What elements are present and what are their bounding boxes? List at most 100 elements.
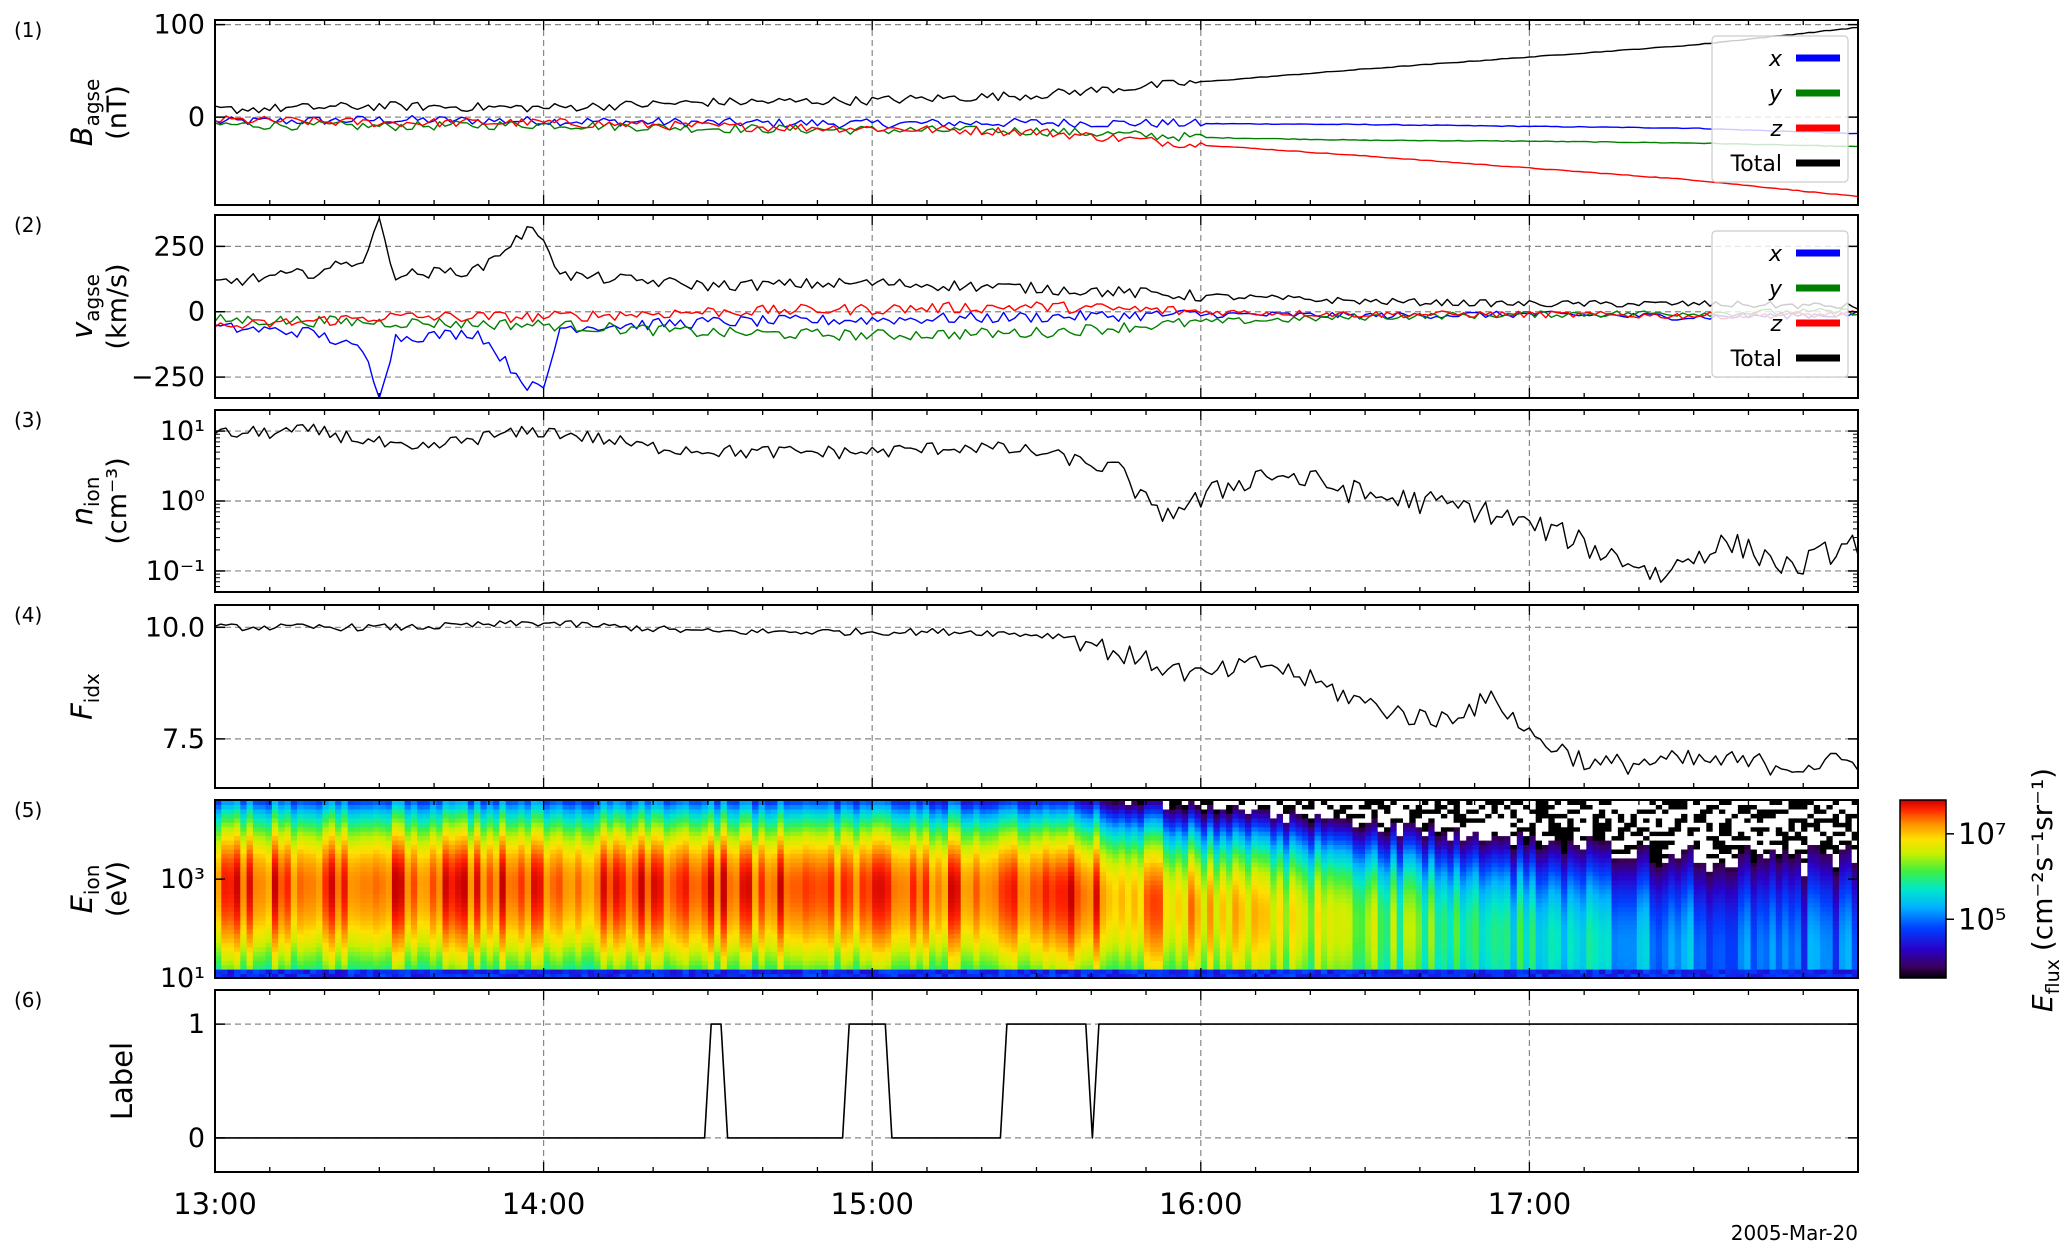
heatmap-cell	[556, 817, 564, 823]
heatmap-cell	[373, 889, 380, 894]
heatmap-cell	[676, 826, 684, 832]
heatmap-cell	[929, 831, 936, 837]
heatmap-cell	[903, 853, 911, 859]
heatmap-cell	[467, 906, 475, 912]
heatmap-cell	[524, 969, 532, 975]
heatmap-cell	[265, 920, 273, 926]
heatmap-cell	[512, 871, 519, 877]
heatmap-cell	[688, 844, 696, 850]
heatmap-cell	[575, 942, 583, 948]
heatmap-cell	[891, 960, 899, 966]
heatmap-cell	[903, 929, 911, 934]
heatmap-cell	[979, 840, 987, 845]
heatmap-cell	[840, 929, 848, 934]
heatmap-cell	[695, 929, 703, 934]
heatmap-cell	[562, 964, 570, 970]
heatmap-cell	[284, 889, 292, 894]
heatmap-cell	[619, 857, 627, 863]
heatmap-cell	[967, 969, 974, 975]
heatmap-cell	[790, 875, 797, 881]
heatmap-cell	[474, 893, 481, 899]
heatmap-cell	[537, 946, 545, 952]
heatmap-cell	[505, 924, 513, 930]
heatmap-cell	[246, 831, 254, 837]
heatmap-cell	[354, 960, 361, 966]
heatmap-cell	[366, 822, 374, 828]
heatmap-cell	[745, 929, 753, 934]
heatmap-cell	[562, 800, 570, 805]
heatmap-cell	[619, 902, 627, 908]
heatmap-cell	[328, 938, 336, 943]
heatmap-cell	[967, 911, 974, 917]
heatmap-cell	[518, 915, 526, 921]
heatmap-cell	[366, 884, 374, 890]
heatmap-cell	[657, 857, 665, 863]
heatmap-cell	[429, 951, 437, 957]
heatmap-cell	[549, 822, 557, 828]
heatmap-cell	[960, 880, 968, 886]
heatmap-cell	[417, 840, 425, 845]
heatmap-cell	[429, 857, 437, 863]
heatmap-cell	[524, 857, 532, 863]
heatmap-cell	[935, 920, 943, 926]
heatmap-cell	[587, 840, 595, 845]
heatmap-cell	[309, 933, 317, 939]
heatmap-cell	[790, 831, 797, 837]
heatmap-cell	[385, 880, 393, 886]
heatmap-cell	[796, 857, 804, 863]
heatmap-cell	[265, 889, 273, 894]
heatmap-cell	[556, 866, 564, 872]
heatmap-cell	[549, 835, 557, 841]
heatmap-cell	[828, 826, 835, 832]
heatmap-cell	[417, 969, 425, 975]
heatmap-cell	[556, 920, 564, 926]
heatmap-cell	[752, 960, 759, 966]
heatmap-cell	[783, 973, 791, 978]
heatmap-cell	[505, 800, 513, 805]
heatmap-cell	[575, 831, 583, 837]
heatmap-cell	[670, 960, 677, 966]
heatmap-cell	[429, 889, 437, 894]
heatmap-cell	[562, 933, 570, 939]
heatmap-cell	[398, 804, 406, 810]
heatmap-cell	[726, 933, 734, 939]
heatmap-cell	[726, 808, 734, 814]
heatmap-cell	[537, 884, 545, 890]
heatmap-cell	[916, 849, 924, 854]
heatmap-cell	[707, 835, 715, 841]
heatmap-cell	[562, 955, 570, 961]
heatmap-cell	[644, 835, 652, 841]
heatmap-cell	[935, 884, 943, 890]
heatmap-cell	[815, 933, 823, 939]
heatmap-cell	[549, 813, 557, 819]
heatmap-cell	[960, 911, 968, 917]
heatmap-cell	[733, 946, 741, 952]
heatmap-cell	[410, 817, 418, 823]
heatmap-cell	[474, 924, 481, 930]
heatmap-cell	[663, 924, 671, 930]
heatmap-cell	[897, 893, 905, 899]
heatmap-cell	[632, 831, 639, 837]
heatmap-cell	[960, 902, 968, 908]
heatmap-cell	[809, 862, 816, 868]
heatmap-cell	[941, 938, 949, 943]
heatmap-cell	[594, 875, 602, 881]
heatmap-cell	[739, 831, 747, 837]
heatmap-cell	[663, 871, 671, 877]
heatmap-cell	[252, 826, 260, 832]
heatmap-cell	[543, 800, 551, 805]
heatmap-cell	[252, 933, 260, 939]
heatmap-cell	[410, 906, 418, 912]
heatmap-cell	[461, 960, 469, 966]
heatmap-cell	[499, 893, 507, 899]
heatmap-cell	[758, 880, 766, 886]
heatmap-cell	[543, 875, 551, 881]
heatmap-cell	[360, 844, 368, 850]
heatmap-cell	[600, 911, 608, 917]
heatmap-cell	[347, 840, 355, 845]
heatmap-cell	[259, 871, 267, 877]
heatmap-cell	[316, 871, 323, 877]
heatmap-cell	[973, 906, 981, 912]
heatmap-cell	[467, 911, 475, 917]
heatmap-cell	[360, 871, 368, 877]
